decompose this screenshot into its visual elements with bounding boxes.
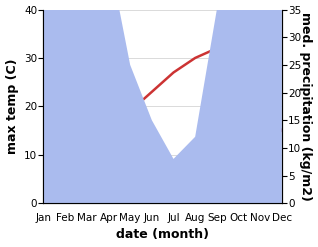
X-axis label: date (month): date (month)	[116, 228, 209, 242]
Y-axis label: med. precipitation (kg/m2): med. precipitation (kg/m2)	[300, 12, 313, 201]
Y-axis label: max temp (C): max temp (C)	[5, 59, 18, 154]
